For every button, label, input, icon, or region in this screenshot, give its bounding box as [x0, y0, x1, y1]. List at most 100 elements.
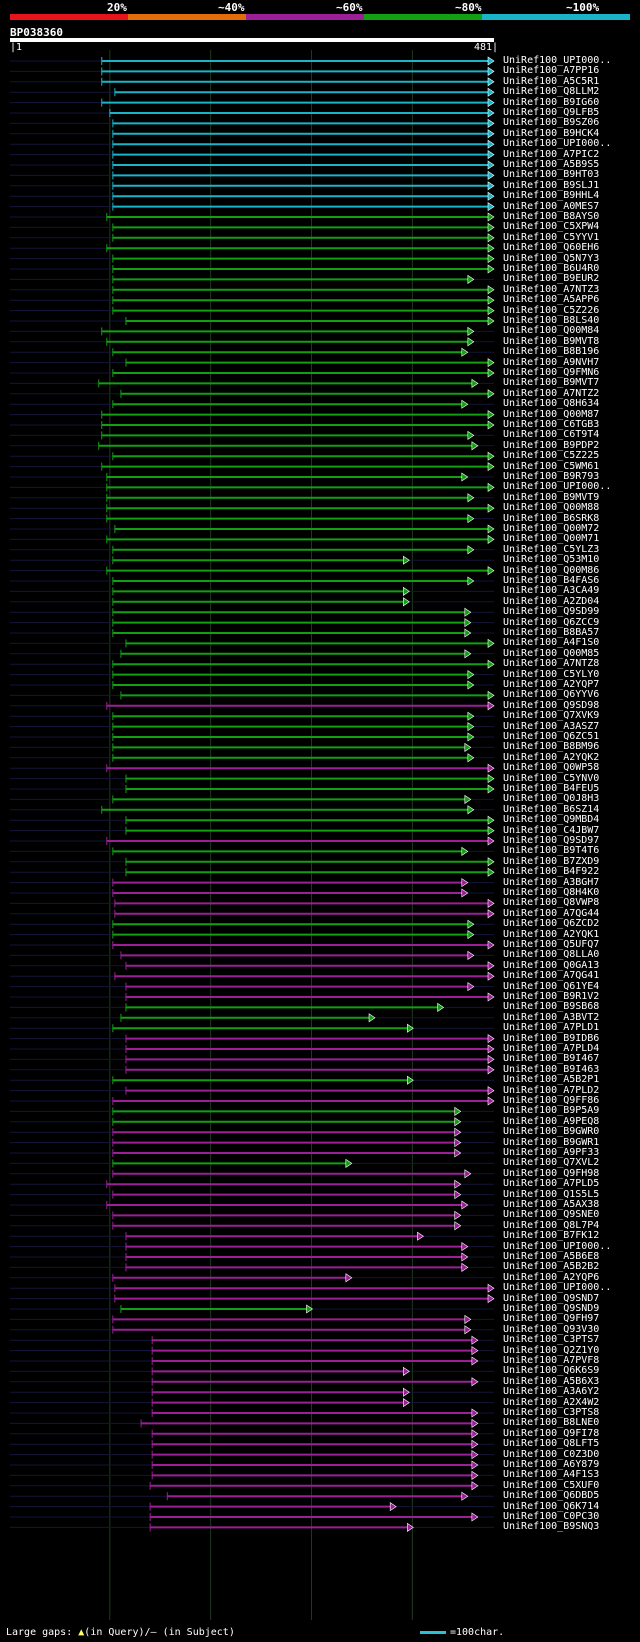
- hit-label[interactable]: UniRef100_B9IDB6: [503, 1032, 600, 1044]
- hit-label[interactable]: UniRef100_B9SB68: [503, 1001, 600, 1013]
- hit-label[interactable]: UniRef100_Q9LFB5: [503, 107, 600, 118]
- hit-label[interactable]: UniRef100_C3PTS7: [503, 1334, 600, 1346]
- hit-label[interactable]: UniRef100_A5B6X3: [503, 1375, 600, 1387]
- hit-label[interactable]: UniRef100_Q8LFT5: [503, 1438, 600, 1450]
- hit-label[interactable]: UniRef100_B6U4R0: [503, 263, 600, 274]
- hit-label[interactable]: UniRef100_A5B2B2: [503, 1261, 600, 1273]
- hit-label[interactable]: UniRef100_B9P5A9: [503, 1105, 600, 1117]
- hit-label[interactable]: UniRef100_B4F922: [503, 866, 600, 878]
- hit-label[interactable]: UniRef100_Q00M84: [503, 325, 600, 337]
- hit-label[interactable]: UniRef100_B4FEU5: [503, 783, 600, 794]
- hit-label[interactable]: UniRef100_C5YLY0: [503, 668, 600, 680]
- hit-label[interactable]: UniRef100_A7NTZ2: [503, 387, 600, 399]
- hit-label[interactable]: UniRef100_Q9FH97: [503, 1313, 600, 1325]
- hit-label[interactable]: UniRef100_B9SNQ3: [503, 1521, 600, 1533]
- hit-label[interactable]: UniRef100_B9PDP2: [503, 439, 600, 451]
- hit-label[interactable]: UniRef100_B9HHL4: [503, 190, 600, 202]
- hit-label[interactable]: UniRef100_Q53M10: [503, 554, 600, 566]
- hit-label[interactable]: UniRef100_A2X4W2: [503, 1396, 600, 1408]
- hit-label[interactable]: UniRef100_A7PLD2: [503, 1084, 600, 1096]
- hit-label[interactable]: UniRef100_B9SLJ1: [503, 179, 600, 191]
- hit-label[interactable]: UniRef100_Q8LLM2: [503, 86, 600, 98]
- hit-label[interactable]: UniRef100_A9PEQ8: [503, 1115, 600, 1127]
- hit-label[interactable]: UniRef100_A7PP16: [503, 65, 600, 77]
- hit-label[interactable]: UniRef100_C5YNV0: [503, 772, 600, 784]
- hit-label[interactable]: UniRef100_B8LNE0: [503, 1417, 600, 1429]
- hit-label[interactable]: UniRef100_B8B196: [503, 346, 600, 358]
- hit-label[interactable]: UniRef100_Q8L7P4: [503, 1219, 600, 1231]
- hit-label[interactable]: UniRef100_Q6YYV6: [503, 689, 600, 701]
- hit-label[interactable]: UniRef100_Q0J8H3: [503, 793, 600, 805]
- hit-label[interactable]: UniRef100_Q9FH98: [503, 1167, 600, 1179]
- hit-label[interactable]: UniRef100_B7ZXD9: [503, 855, 600, 867]
- hit-label[interactable]: UniRef100_Q8LLA0: [503, 949, 600, 961]
- hit-label[interactable]: UniRef100_A7NTZ3: [503, 283, 600, 295]
- hit-label[interactable]: UniRef100_A9NVH7: [503, 356, 600, 368]
- hit-label[interactable]: UniRef100_B8BA57: [503, 627, 600, 638]
- hit-label[interactable]: UniRef100_UPI000..: [503, 138, 612, 150]
- hit-label[interactable]: UniRef100_UPI000..: [503, 1240, 612, 1252]
- hit-label[interactable]: UniRef100_B9T4T6: [503, 845, 600, 857]
- hit-label[interactable]: UniRef100_Q9SD97: [503, 835, 600, 846]
- hit-label[interactable]: UniRef100_Q6K714: [503, 1500, 600, 1512]
- hit-label[interactable]: UniRef100_B6SRK8: [503, 512, 600, 524]
- hit-label[interactable]: UniRef100_Q9FI78: [503, 1427, 600, 1439]
- hit-label[interactable]: UniRef100_Q5UFQ7: [503, 939, 600, 950]
- hit-label[interactable]: UniRef100_C0PC30: [503, 1511, 600, 1522]
- hit-label[interactable]: UniRef100_Q6ZC51: [503, 731, 600, 742]
- hit-label[interactable]: UniRef100_Q7XVL2: [503, 1157, 600, 1169]
- hit-label[interactable]: UniRef100_Q1S5L5: [503, 1188, 600, 1200]
- hit-label[interactable]: UniRef100_B9R793: [503, 471, 600, 482]
- hit-label[interactable]: UniRef100_Q2Z1Y0: [503, 1344, 600, 1356]
- hit-label[interactable]: UniRef100_A7QG41: [503, 970, 600, 982]
- hit-label[interactable]: UniRef100_Q8H4K0: [503, 887, 600, 898]
- hit-label[interactable]: UniRef100_Q9SD99: [503, 606, 600, 618]
- hit-label[interactable]: UniRef100_Q8VWP8: [503, 897, 600, 909]
- hit-label[interactable]: UniRef100_A2YQK2: [503, 751, 600, 763]
- hit-label[interactable]: UniRef100_B9GWR0: [503, 1126, 600, 1138]
- hit-label[interactable]: UniRef100_C5XUF0: [503, 1479, 600, 1491]
- hit-label[interactable]: UniRef100_A4F1S0: [503, 637, 600, 649]
- hit-label[interactable]: UniRef100_C3PTS8: [503, 1407, 600, 1418]
- hit-label[interactable]: UniRef100_A7NTZ8: [503, 658, 600, 670]
- hit-label[interactable]: UniRef100_C5Z226: [503, 304, 600, 316]
- hit-label[interactable]: UniRef100_Q6DBD5: [503, 1490, 600, 1502]
- hit-label[interactable]: UniRef100_Q9MBD4: [503, 814, 600, 826]
- hit-label[interactable]: UniRef100_Q93V30: [503, 1323, 600, 1335]
- hit-label[interactable]: UniRef100_A7QG44: [503, 907, 600, 919]
- hit-label[interactable]: UniRef100_B9HT03: [503, 169, 600, 181]
- hit-label[interactable]: UniRef100_A9PF33: [503, 1147, 600, 1158]
- hit-label[interactable]: UniRef100_A2YQK1: [503, 928, 600, 940]
- hit-label[interactable]: UniRef100_B7FK12: [503, 1230, 600, 1242]
- hit-label[interactable]: UniRef100_A3BGH7: [503, 876, 600, 888]
- hit-label[interactable]: UniRef100_C5Z225: [503, 450, 600, 462]
- hit-label[interactable]: UniRef100_C5XPW4: [503, 221, 600, 233]
- hit-label[interactable]: UniRef100_B9SZ06: [503, 117, 600, 129]
- hit-label[interactable]: UniRef100_C5WM61: [503, 460, 600, 472]
- hit-label[interactable]: UniRef100_UPI000..: [503, 1282, 612, 1294]
- hit-label[interactable]: UniRef100_B9R1V2: [503, 991, 600, 1002]
- hit-label[interactable]: UniRef100_B9MVT7: [503, 377, 600, 389]
- hit-label[interactable]: UniRef100_UPI000..: [503, 55, 612, 66]
- hit-label[interactable]: UniRef100_UPI000..: [503, 481, 612, 493]
- hit-label[interactable]: UniRef100_A7PIC2: [503, 148, 600, 160]
- hit-label[interactable]: UniRef100_A2ZD04: [503, 595, 600, 607]
- hit-label[interactable]: UniRef100_A5B6E8: [503, 1251, 600, 1262]
- hit-label[interactable]: UniRef100_Q0GA13: [503, 959, 600, 971]
- hit-label[interactable]: UniRef100_Q8H634: [503, 398, 600, 410]
- hit-label[interactable]: UniRef100_Q0WP58: [503, 762, 600, 774]
- hit-label[interactable]: UniRef100_C6TGB3: [503, 419, 600, 430]
- hit-label[interactable]: UniRef100_Q6ZCD2: [503, 918, 600, 930]
- hit-label[interactable]: UniRef100_C5YYV1: [503, 231, 600, 243]
- hit-label[interactable]: UniRef100_B8BM96: [503, 741, 600, 753]
- hit-label[interactable]: UniRef100_A7PLD5: [503, 1178, 600, 1190]
- hit-label[interactable]: UniRef100_Q6K6S9: [503, 1365, 600, 1377]
- hit-label[interactable]: UniRef100_B9I463: [503, 1063, 600, 1075]
- hit-label[interactable]: UniRef100_A2YQP7: [503, 679, 600, 690]
- hit-label[interactable]: UniRef100_B9MVT9: [503, 491, 600, 503]
- hit-label[interactable]: UniRef100_A3ASZ7: [503, 720, 600, 732]
- hit-label[interactable]: UniRef100_C0Z3D0: [503, 1448, 600, 1460]
- hit-label[interactable]: UniRef100_B9I467: [503, 1053, 600, 1065]
- hit-label[interactable]: UniRef100_A6Y879: [503, 1459, 600, 1470]
- hit-label[interactable]: UniRef100_Q00M71: [503, 533, 600, 545]
